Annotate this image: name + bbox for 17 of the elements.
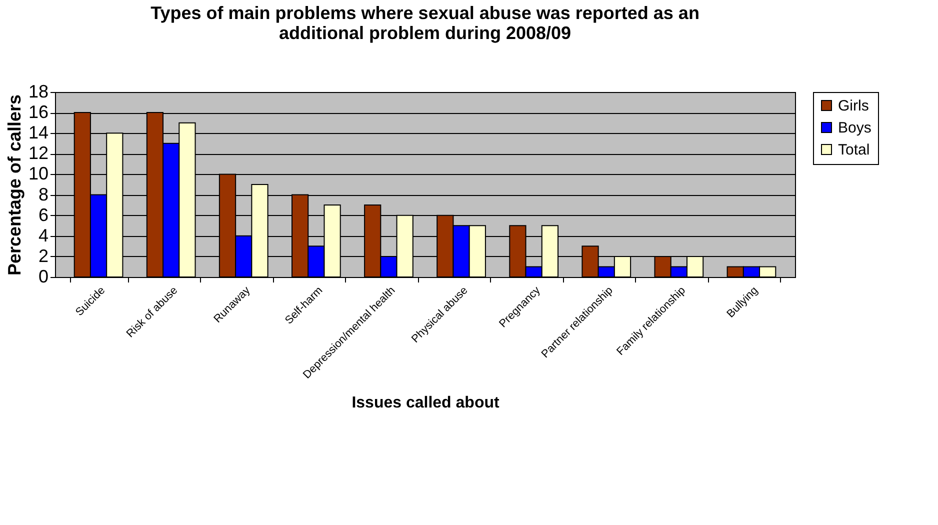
legend-label: Girls <box>838 98 869 114</box>
text: Types of main problems where sexual abuse was reported as an <box>150 3 700 23</box>
y-tick-label: 6 <box>38 204 48 225</box>
y-tick-label: 8 <box>38 184 48 204</box>
y-tick-label: 4 <box>38 225 48 246</box>
legend-label: Total <box>838 142 870 158</box>
y-axis-title: Percentage of callers <box>4 94 24 276</box>
y-tick-label: 2 <box>38 246 48 266</box>
y-tick-label: 0 <box>38 266 48 286</box>
y-tick-label: 16 <box>28 102 48 122</box>
text: additional problem during 2008/09 <box>278 23 572 43</box>
x-axis-title: Issues called about <box>352 394 500 412</box>
y-tick-label: 10 <box>28 164 48 184</box>
legend-label: Boys <box>838 120 872 136</box>
y-tick-label: 18 <box>28 82 48 102</box>
y-tick-label: 14 <box>28 122 48 143</box>
y-tick-label: 12 <box>28 143 48 164</box>
